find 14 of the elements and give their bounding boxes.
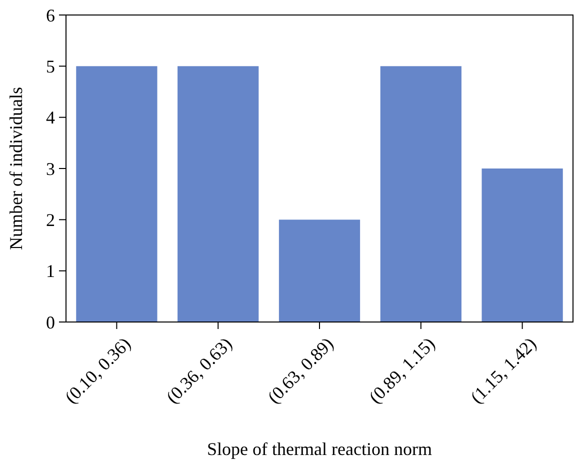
y-tick-label: 2 (46, 210, 55, 230)
bar (278, 220, 360, 322)
bar (380, 66, 462, 322)
y-axis-title: Number of individuals (6, 87, 26, 250)
y-tick-label: 6 (46, 5, 55, 26)
bar (178, 66, 259, 322)
bar (76, 66, 158, 322)
y-tick-label: 3 (46, 158, 55, 179)
x-axis-title: Slope of thermal reaction norm (207, 439, 432, 459)
bar (482, 168, 563, 322)
y-tick-label: 0 (46, 312, 55, 332)
y-tick-label: 5 (46, 56, 55, 76)
y-tick-label: 1 (46, 261, 55, 282)
y-tick-label: 4 (46, 108, 55, 128)
